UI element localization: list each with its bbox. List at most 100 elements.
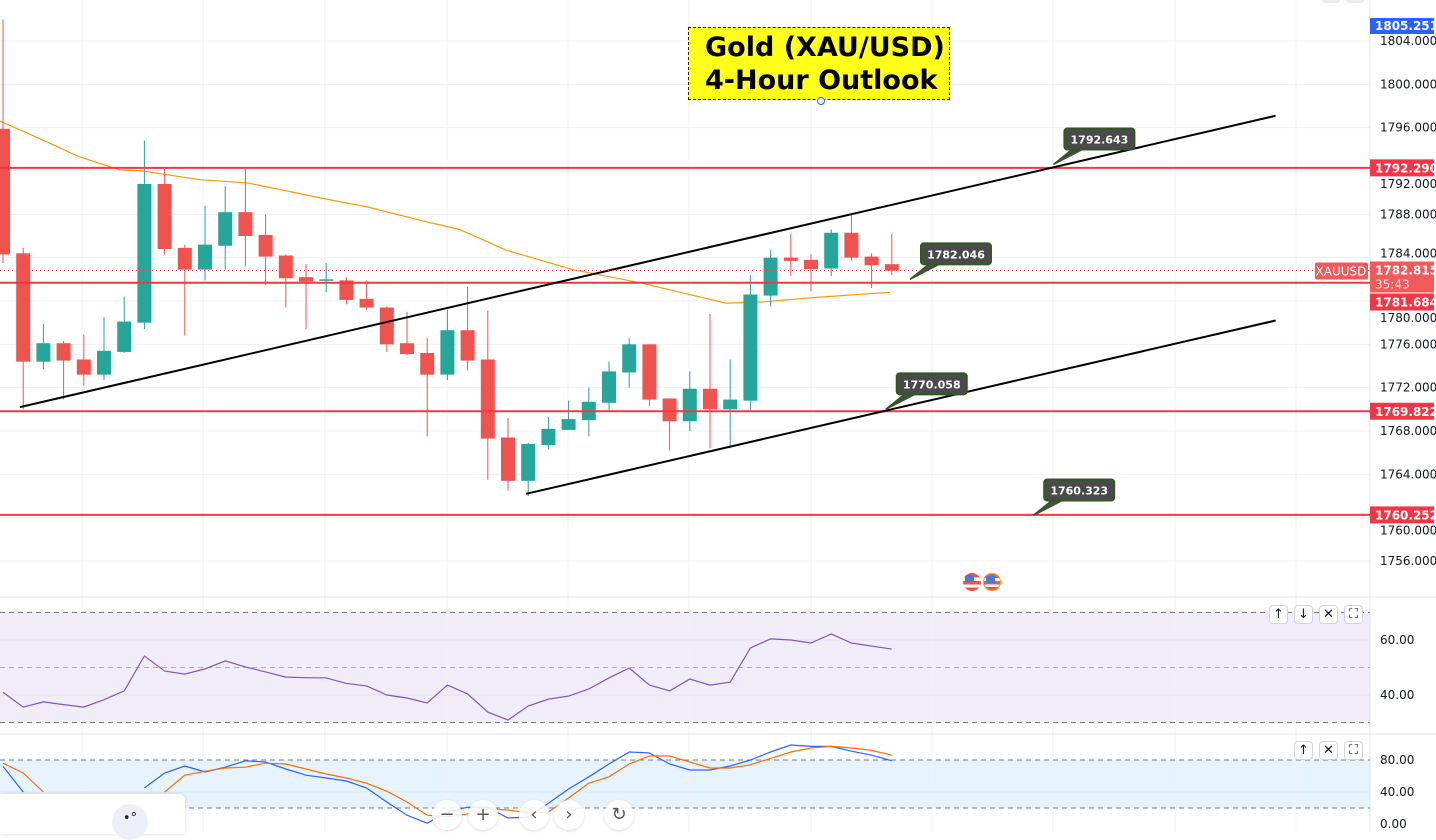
price-level-tag	[1370, 402, 1434, 420]
price-level-tag	[1370, 506, 1434, 524]
candle-body-down	[278, 255, 293, 279]
price-level-tag-label: 1760.252	[1375, 508, 1436, 522]
candle-body-up	[137, 183, 152, 323]
current-price-tag	[1370, 261, 1434, 293]
arrow-down-icon: ↓	[1298, 607, 1309, 622]
title-line-1: Gold (XAU/USD)	[705, 32, 945, 63]
candle-body-up	[319, 279, 334, 281]
scroll-right-icon: ›	[565, 804, 573, 825]
high-price-tag-label: 1805.251	[1375, 19, 1436, 33]
widget-icon[interactable]: •°	[112, 804, 148, 840]
bottom-left-popup: •°	[0, 794, 185, 840]
callout-box	[919, 242, 992, 266]
candle-body-up	[743, 294, 758, 401]
stochastic-k-line	[2, 766, 24, 793]
candle-body-down	[804, 259, 818, 270]
price-tick-label: 1768.000	[1380, 424, 1436, 438]
stochastic-tick-label: 40.00	[1380, 785, 1414, 799]
price-tick-label: 1756.000	[1380, 554, 1436, 568]
move-pane-up-button[interactable]: ↑	[1269, 605, 1288, 624]
callout-label: 1782.046	[927, 248, 985, 261]
candle-body-down	[400, 343, 414, 355]
us-flag-event-icon[interactable]	[963, 573, 981, 591]
us-flag-event-icon[interactable]	[983, 573, 1001, 591]
candle-body-up	[117, 321, 132, 352]
symbol-tag-label: XAUUSD	[1316, 264, 1367, 278]
candle-body-up	[541, 428, 556, 446]
arrow-up-icon: ↑	[1298, 743, 1309, 758]
callout-label: 1770.058	[903, 378, 961, 391]
price-tick-label: 1804.000	[1380, 34, 1436, 48]
chart-title-annotation[interactable]: Gold (XAU/USD) 4-Hour Outlook	[688, 27, 950, 100]
price-tick-label: 1800.000	[1380, 77, 1436, 91]
rsi-tick-label: 60.00	[1380, 633, 1414, 647]
candle-body-down	[703, 388, 717, 410]
close-icon: ✕	[1323, 607, 1334, 622]
rsi-line	[2, 633, 892, 721]
price-tick-label: 1772.000	[1380, 381, 1436, 395]
toolbar-button	[1346, 0, 1364, 3]
price-level-tag-label: 1781.684	[1375, 295, 1436, 309]
candle-body-up	[198, 244, 212, 270]
maximize-pane-button[interactable]: ⛶	[1344, 741, 1363, 760]
maximize-pane-button[interactable]: ⛶	[1344, 605, 1363, 624]
price-tick-label: 1776.000	[1380, 337, 1436, 351]
candle-body-down	[864, 256, 879, 266]
stochastic-tick-label: 80.00	[1380, 753, 1414, 767]
close-pane-button[interactable]: ✕	[1319, 605, 1338, 624]
candle-body-down	[238, 212, 253, 236]
candle-body-down	[339, 280, 354, 300]
candle-body-down	[460, 330, 475, 361]
candle-body-up	[36, 343, 51, 362]
price-level-tag-label: 1769.822	[1375, 405, 1436, 419]
price-tick-label: 1784.000	[1380, 247, 1436, 261]
symbol-tag	[1315, 262, 1368, 280]
price-level-tag-label: 1792.290	[1375, 161, 1436, 175]
candle-body-down	[177, 247, 192, 270]
price-tick-label: 1796.000	[1380, 121, 1436, 135]
channel-trendline	[525, 319, 1276, 495]
price-tick-label: 1792.000	[1380, 177, 1436, 191]
callout-box	[895, 372, 968, 396]
candle-body-down	[56, 343, 71, 361]
scroll-left-icon: ‹	[530, 804, 538, 825]
candle-body-up	[218, 212, 233, 246]
price-level-tag	[1370, 293, 1434, 311]
move-pane-down-button[interactable]: ↓	[1294, 605, 1313, 624]
candle-body-up	[723, 399, 738, 410]
callout-label: 1792.643	[1071, 133, 1129, 146]
candle-body-up	[440, 330, 455, 375]
callout-label: 1760.323	[1050, 484, 1108, 497]
scroll-left-button[interactable]: ‹	[519, 800, 549, 830]
stochastic-tick-label: 0.00	[1380, 817, 1407, 831]
stochastic-band	[0, 760, 1370, 808]
candle-body-down	[662, 398, 677, 422]
rsi-tick-label: 40.00	[1380, 688, 1414, 702]
candle-body-up	[521, 443, 536, 481]
candle-body-up	[602, 371, 616, 403]
move-pane-up-button[interactable]: ↑	[1294, 741, 1313, 760]
candle-body-down	[76, 359, 91, 375]
candle-body-down	[844, 232, 859, 258]
price-tick-label: 1760.000	[1380, 524, 1436, 538]
reset-chart-button[interactable]: ↻	[604, 800, 634, 830]
close-pane-button[interactable]: ✕	[1319, 741, 1338, 760]
arrow-up-icon: ↑	[1273, 607, 1284, 622]
scroll-right-button[interactable]: ›	[554, 800, 584, 830]
annotation-handle[interactable]	[817, 97, 825, 105]
price-tick-label: 1788.000	[1380, 207, 1436, 221]
channel-trendline	[19, 114, 1276, 409]
candle-body-down	[157, 183, 172, 249]
candle-body-down	[420, 352, 435, 375]
zoom-out-button[interactable]: −	[432, 800, 462, 830]
candle-body-down	[501, 437, 515, 481]
zoom-out-icon: −	[439, 804, 455, 825]
maximize-icon: ⛶	[1348, 743, 1359, 758]
zoom-in-button[interactable]: +	[468, 800, 498, 830]
callout-box	[1043, 478, 1116, 502]
candle-body-down	[0, 128, 10, 255]
candle-body-up	[763, 257, 778, 296]
candle-body-down	[359, 298, 374, 308]
zoom-in-icon: +	[475, 804, 491, 825]
